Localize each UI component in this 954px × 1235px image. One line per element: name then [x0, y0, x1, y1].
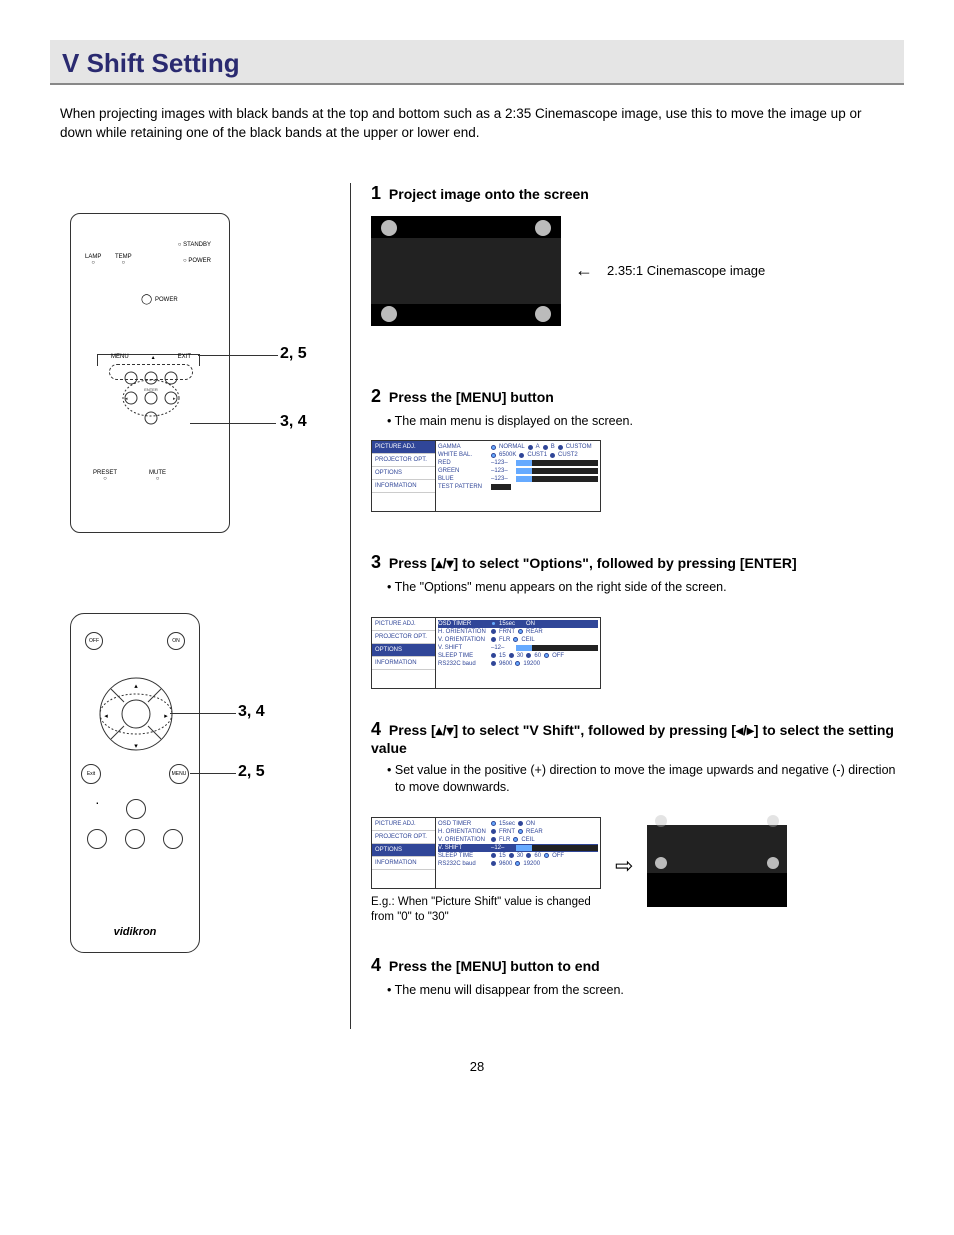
shifted-figure	[647, 825, 787, 907]
callout-3-4-b: 3, 4	[238, 703, 265, 721]
svg-text:▾: ▾	[134, 743, 138, 750]
page-title: V Shift Setting	[62, 48, 892, 79]
menu-label: MENU	[111, 354, 129, 361]
temp-label: TEMP○	[115, 254, 132, 266]
osd-side-item: INFORMATION	[372, 857, 435, 870]
osd-side-item: PICTURE ADJ.	[372, 618, 435, 631]
osd-side-item: INFORMATION	[372, 480, 435, 493]
callout-3-4: 3, 4	[280, 413, 307, 431]
page-title-bar: V Shift Setting	[50, 40, 904, 85]
dpad: ▴ ▾ ◂ ▸	[96, 674, 176, 754]
cinemascope-figure	[371, 216, 561, 326]
mute-label: MUTE○	[149, 470, 166, 482]
step4-example: E.g.: When "Picture Shift" value is chan…	[371, 895, 601, 925]
osd-side-item: OPTIONS	[372, 644, 435, 657]
svg-text:▸: ▸	[164, 713, 168, 720]
step3-title: Press [▴/▾] to select "Options", followe…	[389, 555, 797, 571]
step2-title: Press the [MENU] button	[389, 389, 554, 405]
osd-options-menu: PICTURE ADJ. PROJECTOR OPT. OPTIONS INFO…	[371, 617, 601, 689]
off-button: OFF	[85, 632, 103, 650]
remote-top-illustration: STANDBY POWER LAMP○ TEMP○ POWER MENU ▴ E…	[70, 213, 320, 533]
content-columns: STANDBY POWER LAMP○ TEMP○ POWER MENU ▴ E…	[50, 183, 904, 1029]
osd-side-item: OPTIONS	[372, 467, 435, 480]
step4-title: Press [▴/▾] to select "V Shift", followe…	[371, 722, 894, 756]
callout-2-5: 2, 5	[280, 345, 307, 363]
standby-label: STANDBY	[178, 242, 211, 248]
brand-logo: vidikron	[71, 926, 199, 938]
power-label: POWER	[183, 258, 211, 264]
arrow-icon: ←	[575, 260, 593, 281]
step-5: 4 Press the [MENU] button to end The men…	[371, 955, 904, 1000]
left-column: STANDBY POWER LAMP○ TEMP○ POWER MENU ▴ E…	[50, 183, 350, 1029]
osd-main-menu: PICTURE ADJ. PROJECTOR OPT. OPTIONS INFO…	[371, 440, 601, 512]
cinemascope-label: 2.35:1 Cinemascope image	[607, 263, 765, 278]
osd-side-item: PROJECTOR OPT.	[372, 831, 435, 844]
step5-bullet: The menu will disappear from the screen.	[395, 982, 904, 1000]
osd-side-item: PROJECTOR OPT.	[372, 454, 435, 467]
power-button-label: POWER	[141, 294, 178, 305]
menu-button: MENU	[169, 764, 189, 784]
lamp-label: LAMP○	[85, 254, 101, 266]
osd-side-item: OPTIONS	[372, 844, 435, 857]
callout-2-5-b: 2, 5	[238, 763, 265, 781]
svg-text:◂: ◂	[125, 396, 128, 402]
on-button: ON	[167, 632, 185, 650]
step5-title: Press the [MENU] button to end	[389, 958, 600, 974]
osd-side-item: PICTURE ADJ.	[372, 818, 435, 831]
preset-label: PRESET○	[93, 470, 117, 482]
right-column: 1 Project image onto the screen ← 2.35:1…	[350, 183, 904, 1029]
arrow-right-icon: ⇨	[615, 853, 633, 879]
svg-text:◂: ◂	[104, 713, 108, 720]
step-4: 4 Press [▴/▾] to select "V Shift", follo…	[371, 719, 904, 925]
exit-button: Exit	[81, 764, 101, 784]
step3-bullet: The "Options" menu appears on the right …	[395, 579, 904, 597]
step1-title: Project image onto the screen	[389, 186, 589, 202]
svg-text:ENTER: ENTER	[144, 387, 158, 392]
step4-bullet: Set value in the positive (+) direction …	[395, 762, 904, 797]
exit-label: EXIT	[178, 354, 191, 361]
step-1: 1 Project image onto the screen ← 2.35:1…	[371, 183, 904, 326]
osd-side-item: INFORMATION	[372, 657, 435, 670]
svg-text:▴: ▴	[134, 683, 138, 690]
osd-side-item: PROJECTOR OPT.	[372, 631, 435, 644]
intro-text: When projecting images with black bands …	[60, 105, 894, 143]
remote-bottom-illustration: OFF ON ▴ ▾ ◂ ▸	[70, 613, 320, 953]
step-3: 3 Press [▴/▾] to select "Options", follo…	[371, 552, 904, 689]
step-2: 2 Press the [MENU] button The main menu …	[371, 386, 904, 513]
osd-side-item: PICTURE ADJ.	[372, 441, 435, 454]
step2-bullet: The main menu is displayed on the screen…	[395, 413, 904, 431]
osd-vshift-menu: PICTURE ADJ. PROJECTOR OPT. OPTIONS INFO…	[371, 817, 601, 889]
page-number: 28	[50, 1059, 904, 1074]
